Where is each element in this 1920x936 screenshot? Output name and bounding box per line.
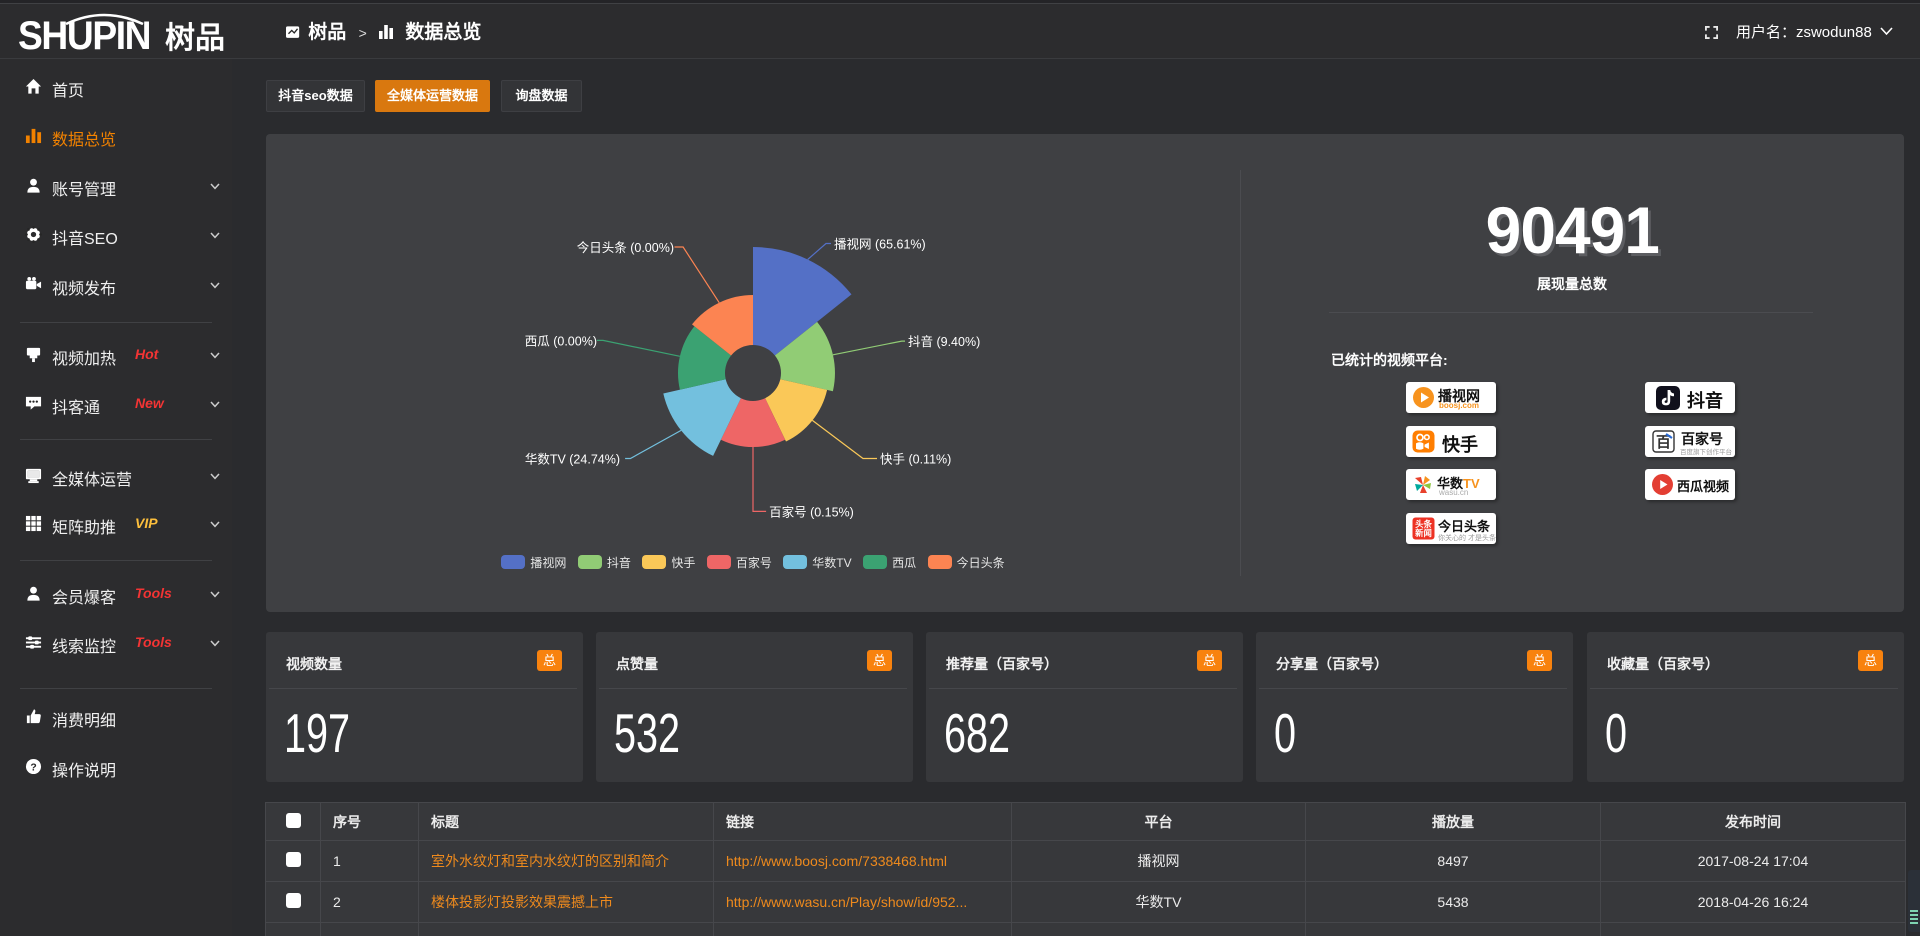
svg-text:华数TV (24.74%): 华数TV (24.74%) xyxy=(525,452,620,467)
svg-text:西瓜 (0.00%): 西瓜 (0.00%) xyxy=(525,334,597,348)
svg-text:头条: 头条 xyxy=(1415,519,1432,529)
svg-text:今日头条 (0.00%): 今日头条 (0.00%) xyxy=(577,240,674,255)
svg-text:抖音 (9.40%): 抖音 (9.40%) xyxy=(908,334,980,349)
svg-text:百: 百 xyxy=(1656,434,1671,451)
svg-text:播视网 (65.61%): 播视网 (65.61%) xyxy=(834,237,926,252)
svg-text:?: ? xyxy=(30,762,36,773)
svg-text:百家号 (0.15%): 百家号 (0.15%) xyxy=(769,504,854,519)
svg-text:SHUPIN: SHUPIN xyxy=(18,14,150,55)
svg-text:新闻: 新闻 xyxy=(1415,528,1432,538)
svg-text:树品: 树品 xyxy=(165,22,225,55)
svg-text:快手 (0.11%): 快手 (0.11%) xyxy=(880,453,951,467)
